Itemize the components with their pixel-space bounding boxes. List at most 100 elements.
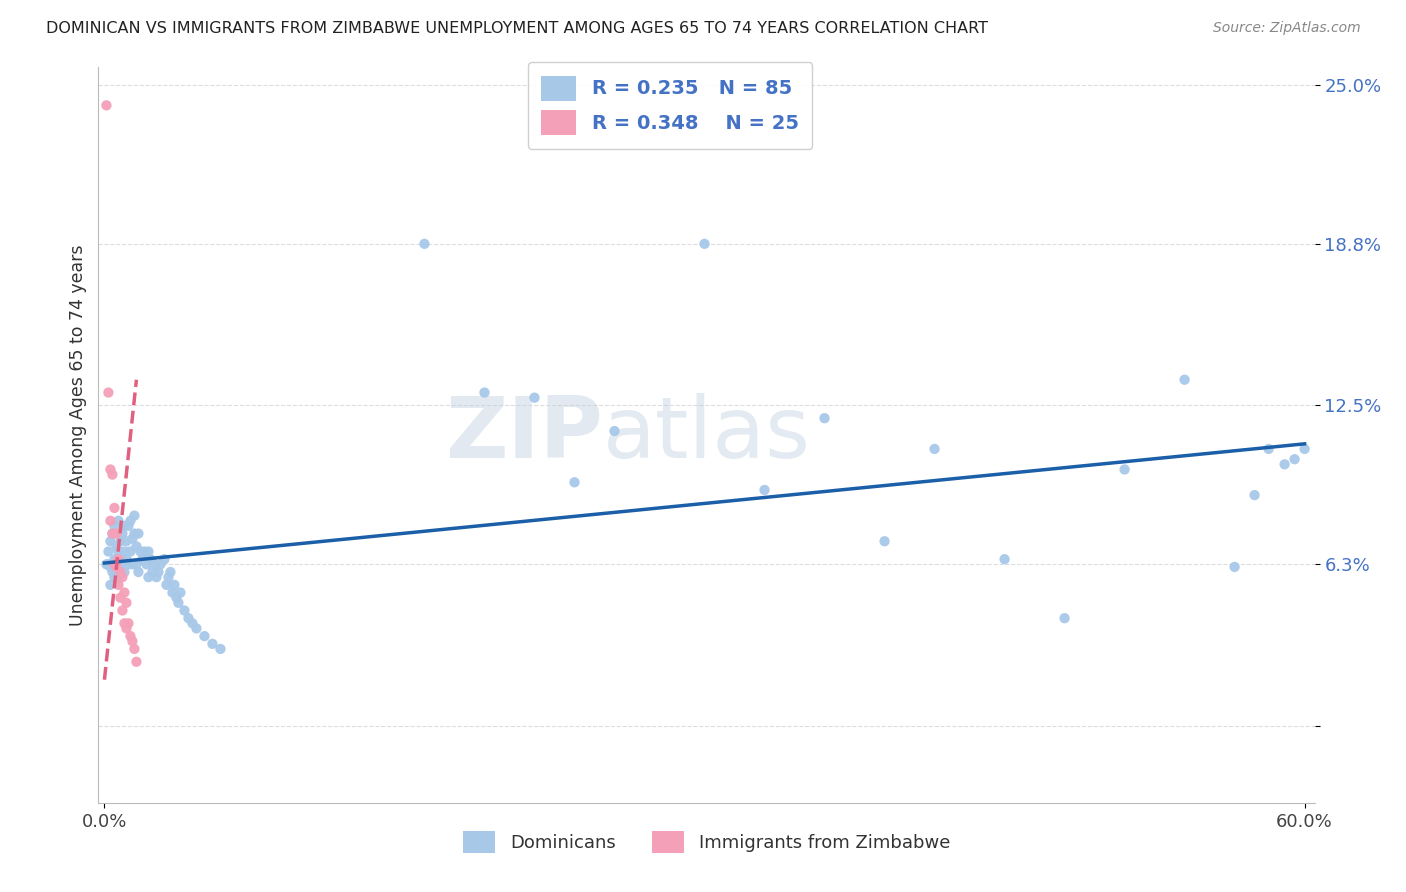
Point	[523, 391, 546, 405]
Point	[564, 475, 586, 490]
Point	[693, 236, 716, 251]
Point	[111, 526, 134, 541]
Point	[993, 552, 1015, 566]
Text: DOMINICAN VS IMMIGRANTS FROM ZIMBABWE UNEMPLOYMENT AMONG AGES 65 TO 74 YEARS COR: DOMINICAN VS IMMIGRANTS FROM ZIMBABWE UN…	[46, 21, 988, 37]
Point	[127, 565, 149, 579]
Point	[105, 558, 128, 572]
Point	[112, 544, 135, 558]
Point	[112, 585, 135, 599]
Point	[101, 526, 124, 541]
Point	[100, 462, 122, 476]
Point	[124, 526, 146, 541]
Point	[110, 591, 132, 605]
Point	[101, 526, 124, 541]
Point	[111, 603, 134, 617]
Point	[117, 519, 139, 533]
Point	[181, 616, 204, 631]
Point	[1274, 458, 1296, 472]
Point	[193, 629, 215, 643]
Point	[145, 570, 167, 584]
Point	[107, 578, 129, 592]
Point	[105, 540, 128, 554]
Point	[112, 565, 135, 579]
Point	[111, 552, 134, 566]
Point	[100, 560, 122, 574]
Point	[155, 578, 177, 592]
Point	[169, 585, 191, 599]
Point	[107, 570, 129, 584]
Point	[111, 570, 134, 584]
Point	[924, 442, 946, 456]
Point	[159, 565, 181, 579]
Point	[115, 622, 138, 636]
Point	[107, 552, 129, 566]
Point	[97, 385, 120, 400]
Point	[112, 519, 135, 533]
Legend: Dominicans, Immigrants from Zimbabwe: Dominicans, Immigrants from Zimbabwe	[456, 823, 957, 860]
Point	[1114, 462, 1136, 476]
Point	[103, 500, 125, 515]
Point	[115, 596, 138, 610]
Point	[100, 514, 122, 528]
Point	[110, 565, 132, 579]
Point	[101, 467, 124, 482]
Point	[127, 526, 149, 541]
Point	[125, 655, 148, 669]
Point	[1257, 442, 1279, 456]
Point	[100, 534, 122, 549]
Point	[1243, 488, 1265, 502]
Point	[120, 629, 142, 643]
Point	[134, 544, 156, 558]
Point	[96, 98, 118, 112]
Point	[103, 558, 125, 572]
Point	[143, 558, 166, 572]
Point	[186, 622, 208, 636]
Point	[103, 552, 125, 566]
Point	[1223, 560, 1246, 574]
Point	[1294, 442, 1316, 456]
Point	[125, 540, 148, 554]
Point	[603, 424, 626, 438]
Point	[813, 411, 835, 425]
Point	[121, 634, 143, 648]
Point	[149, 558, 172, 572]
Point	[97, 558, 120, 572]
Point	[141, 565, 163, 579]
Text: atlas: atlas	[603, 393, 811, 476]
Point	[121, 532, 143, 546]
Point	[125, 558, 148, 572]
Point	[209, 642, 232, 657]
Point	[120, 514, 142, 528]
Point	[115, 552, 138, 566]
Point	[754, 483, 776, 497]
Point	[157, 570, 180, 584]
Point	[1053, 611, 1076, 625]
Point	[107, 544, 129, 558]
Point	[474, 385, 496, 400]
Text: Source: ZipAtlas.com: Source: ZipAtlas.com	[1213, 21, 1361, 36]
Point	[873, 534, 896, 549]
Point	[115, 534, 138, 549]
Point	[97, 544, 120, 558]
Text: ZIP: ZIP	[446, 393, 603, 476]
Point	[153, 552, 176, 566]
Point	[107, 514, 129, 528]
Point	[162, 585, 184, 599]
Point	[112, 616, 135, 631]
Point	[96, 558, 118, 572]
Point	[110, 558, 132, 572]
Point	[167, 596, 190, 610]
Point	[177, 611, 200, 625]
Point	[117, 616, 139, 631]
Point	[103, 570, 125, 584]
Point	[124, 508, 146, 523]
Point	[105, 560, 128, 574]
Point	[103, 519, 125, 533]
Point	[1284, 452, 1306, 467]
Point	[163, 578, 186, 592]
Point	[100, 578, 122, 592]
Point	[101, 565, 124, 579]
Point	[135, 558, 157, 572]
Point	[120, 544, 142, 558]
Point	[165, 591, 187, 605]
